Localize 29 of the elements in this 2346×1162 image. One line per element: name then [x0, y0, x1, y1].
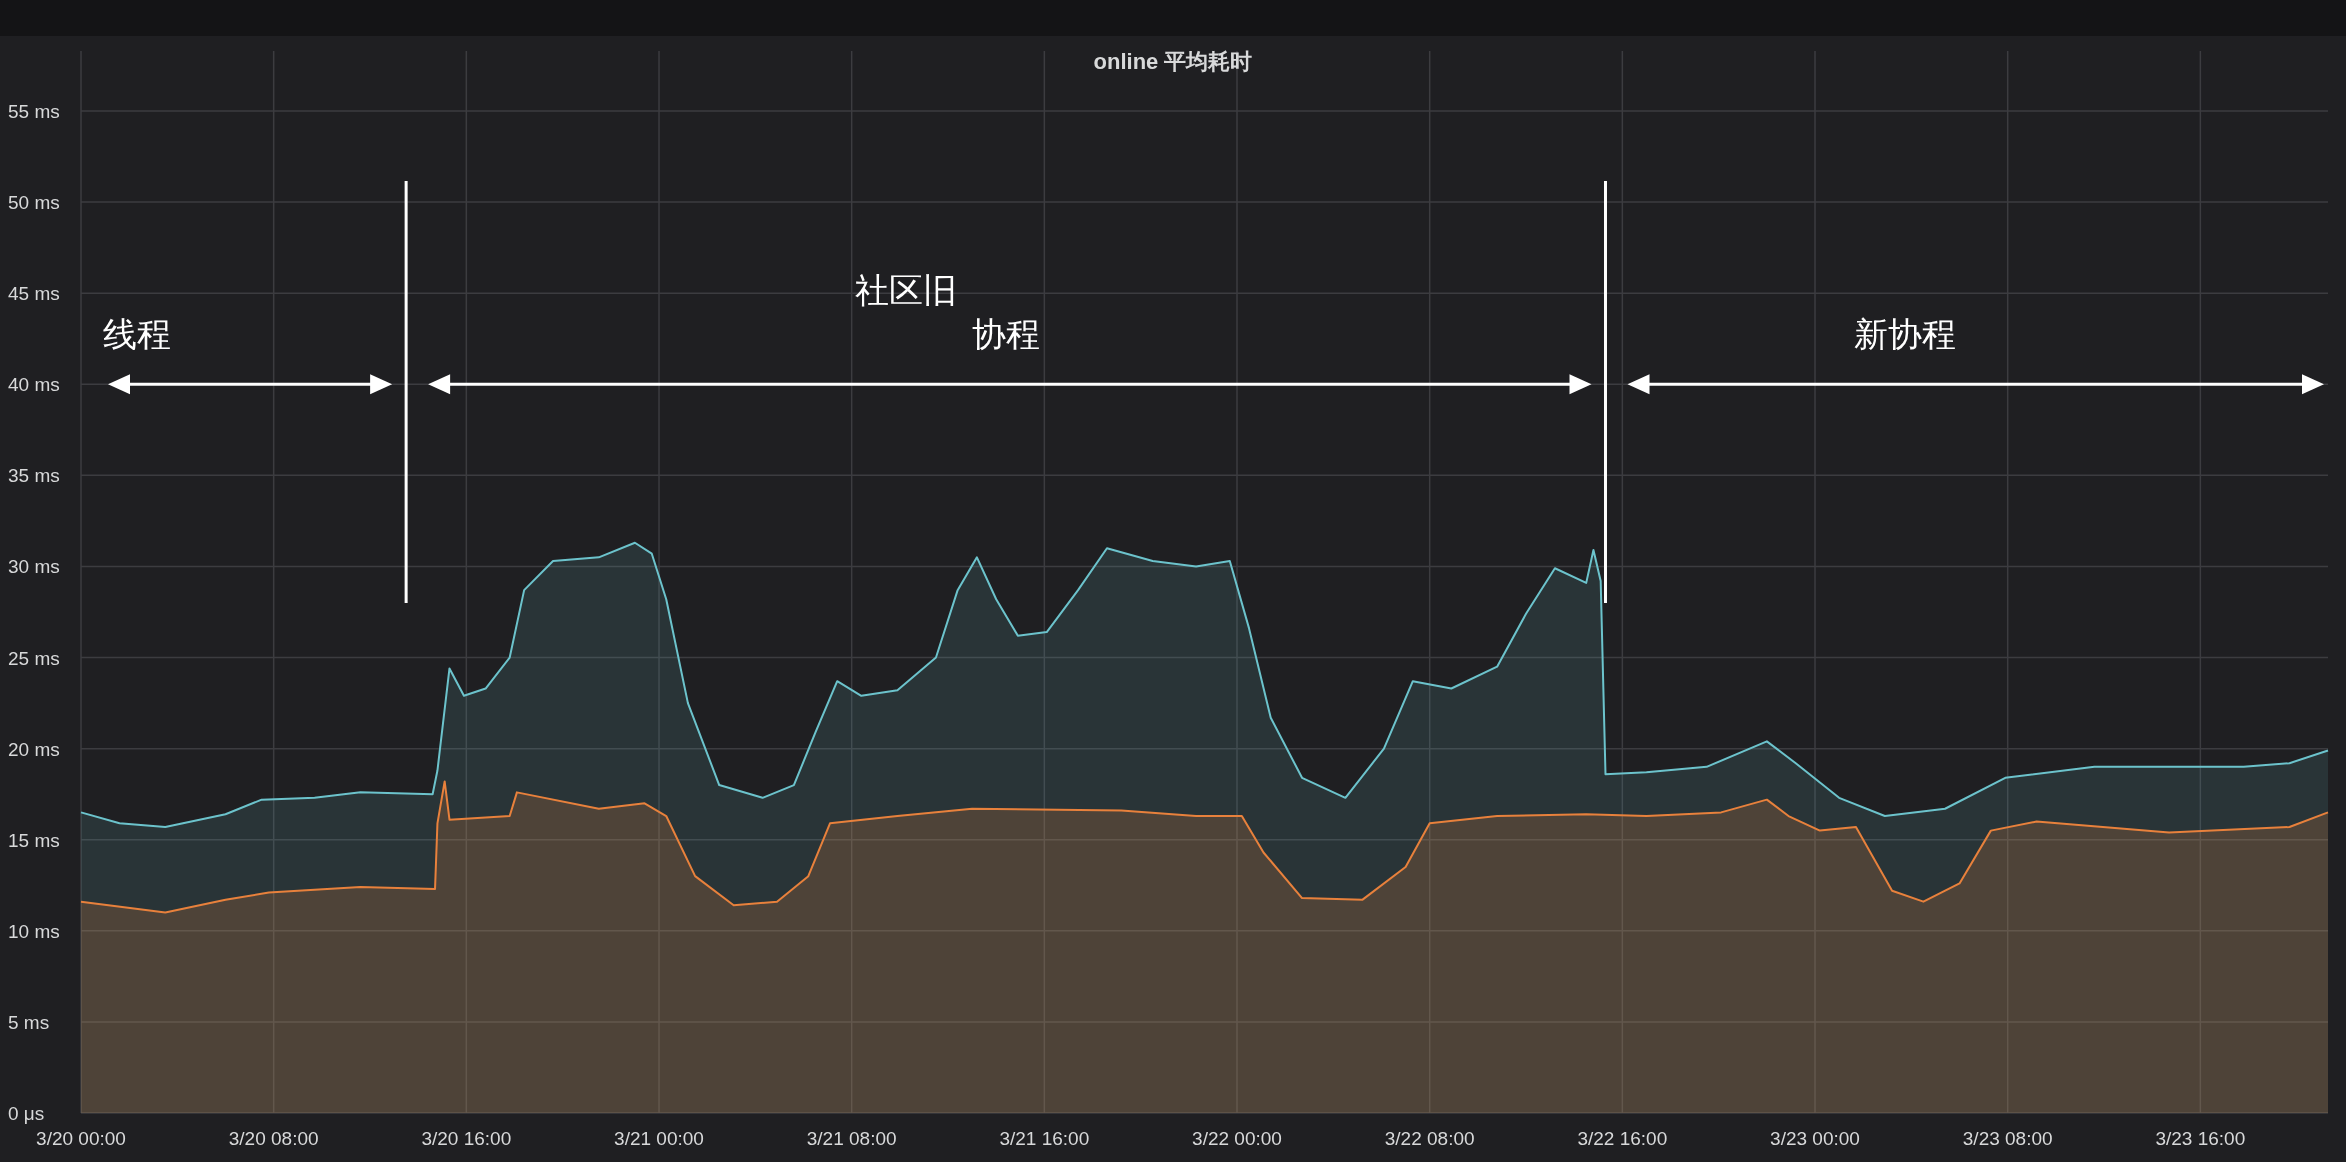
y-tick-label: 15 ms	[8, 829, 60, 851]
y-tick-label: 20 ms	[8, 738, 60, 760]
chart-title: online 平均耗时	[1093, 49, 1253, 74]
x-tick-label: 3/21 00:00	[614, 1128, 704, 1149]
y-tick-label: 5 ms	[8, 1011, 50, 1033]
y-tick-label: 50 ms	[8, 192, 60, 214]
y-tick-label: 25 ms	[8, 647, 60, 669]
x-tick-label: 3/23 08:00	[1962, 1128, 2053, 1149]
x-tick-label: 3/20 00:00	[36, 1128, 126, 1149]
x-tick-label: 3/21 08:00	[806, 1128, 897, 1149]
y-tick-label: 35 ms	[8, 465, 60, 487]
x-tick-label: 3/23 00:00	[1770, 1128, 1860, 1149]
annotation: 协程	[971, 315, 1040, 354]
x-tick-label: 3/21 16:00	[999, 1128, 1090, 1149]
x-tick-label: 3/20 08:00	[228, 1128, 319, 1149]
y-tick-label: 45 ms	[8, 283, 60, 305]
y-tick-label: 55 ms	[8, 101, 60, 122]
x-tick-label: 3/22 16:00	[1577, 1128, 1668, 1149]
annotation: 新协程	[1853, 315, 1956, 354]
y-tick-label: 40 ms	[8, 374, 60, 396]
annotation: 社区旧	[854, 271, 957, 310]
annotation: 线程	[103, 315, 172, 354]
y-tick-label: 30 ms	[8, 556, 60, 578]
x-tick-label: 3/20 16:00	[421, 1128, 512, 1149]
y-tick-label: 0 μs	[8, 1103, 45, 1124]
y-tick-label: 10 ms	[8, 920, 60, 942]
x-tick-label: 3/23 16:00	[2155, 1128, 2246, 1149]
x-tick-label: 3/22 08:00	[1384, 1128, 1475, 1149]
x-tick-label: 3/22 00:00	[1192, 1128, 1282, 1149]
